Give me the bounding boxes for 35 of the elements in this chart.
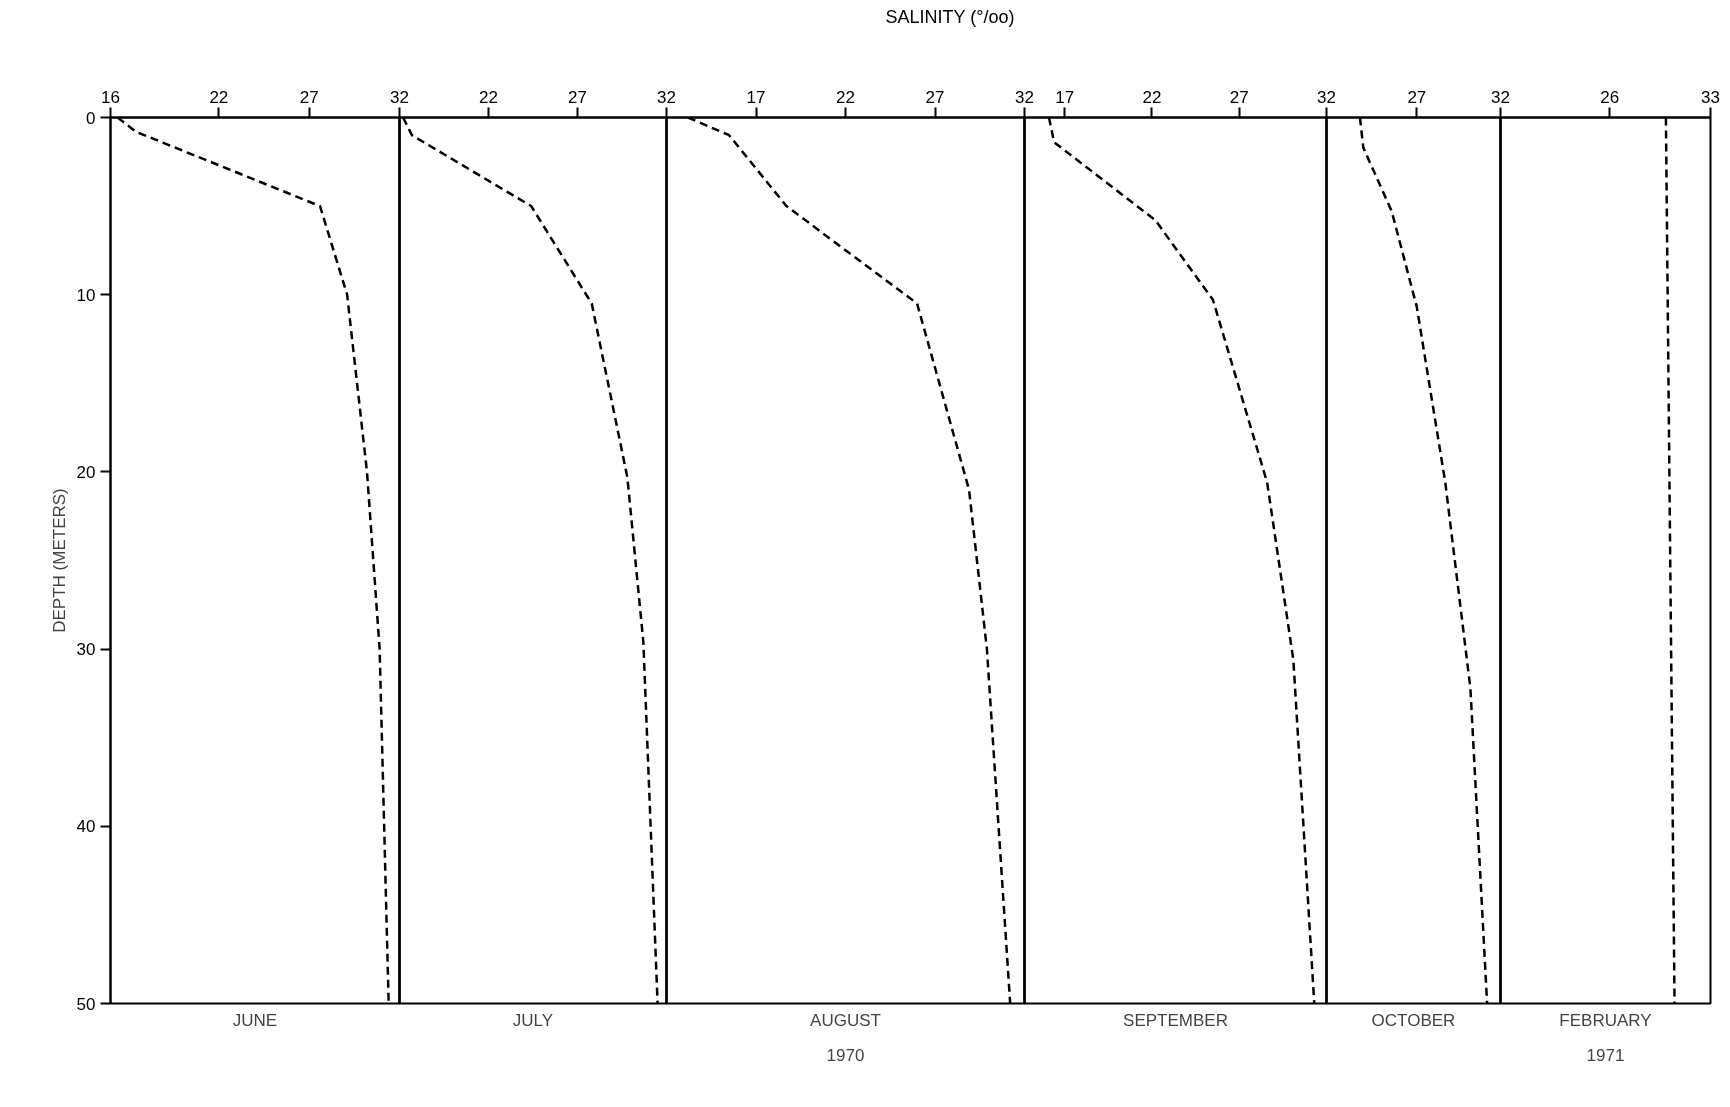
x-axis-title: JUNE — [232, 1010, 278, 1030]
y-tick-label: 20 — [76, 462, 96, 482]
x-tick-label: 22 — [479, 87, 498, 107]
y-tick-label: 30 — [76, 640, 96, 660]
x-tick-label: 32 — [1491, 87, 1510, 107]
y-tick-label: 10 — [76, 285, 96, 305]
x-tick-label: 32 — [1015, 87, 1034, 107]
y-tick-label: 40 — [76, 817, 96, 837]
x-tick-label: 22 — [1142, 87, 1162, 107]
x-tick-label: 22 — [836, 87, 855, 107]
text: 1970 — [826, 1046, 865, 1065]
x-tick-label: 27 — [1229, 87, 1249, 107]
text: SALINITY (°/oo) — [884, 6, 1016, 29]
x-tick-label: 27 — [568, 87, 587, 107]
y-axis-title: DEPTH (METERS) — [49, 488, 69, 633]
x-tick-label: 22 — [209, 87, 229, 107]
x-tick-label: 16 — [101, 87, 120, 107]
x-tick-label: 27 — [1407, 87, 1427, 107]
x-tick-label: 33 — [1701, 87, 1720, 107]
x-tick-label: 32 — [657, 87, 676, 107]
x-tick-label: 32 — [1317, 87, 1336, 107]
text: 1971 — [1586, 1046, 1625, 1065]
x-tick-label: 17 — [1055, 87, 1075, 107]
x-tick-label: 27 — [299, 87, 319, 107]
x-tick-label: 17 — [746, 87, 766, 107]
x-axis-title: FEBRUARY — [1559, 1010, 1652, 1030]
y-tick-label: 0 — [86, 108, 96, 128]
x-axis-title: JULY — [512, 1010, 554, 1030]
x-axis-title: AUGUST — [810, 1010, 881, 1030]
x-axis-title: SEPTEMBER — [1123, 1010, 1228, 1030]
x-axis-title: OCTOBER — [1371, 1010, 1456, 1030]
y-tick-label: 50 — [76, 994, 96, 1014]
x-tick-label: 26 — [1600, 87, 1620, 107]
x-tick-label: 32 — [390, 87, 409, 107]
x-tick-label: 27 — [925, 87, 945, 107]
